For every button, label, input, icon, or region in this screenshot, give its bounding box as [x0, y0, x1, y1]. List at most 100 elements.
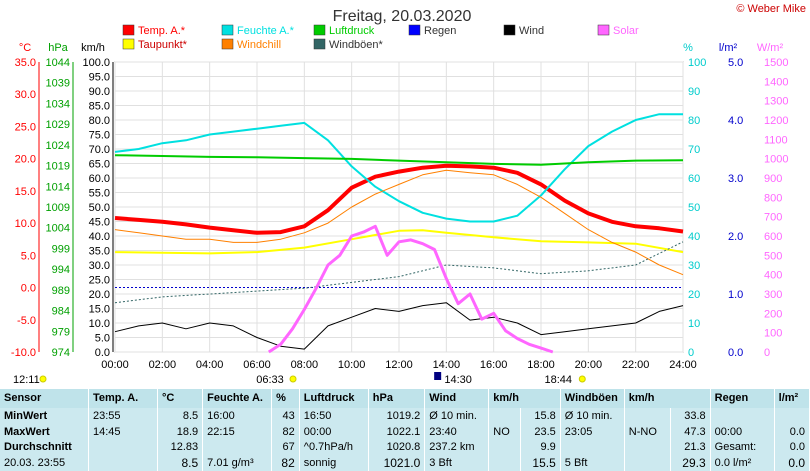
temp-value: 8.5: [157, 407, 204, 424]
x-tick-label: 08:00: [291, 359, 319, 371]
legend-label: Windchill: [237, 39, 281, 51]
temp-tick-label: 25.0: [15, 121, 36, 133]
wind-tick-label: 80.0: [89, 115, 110, 127]
temp-tick-label: 35.0: [15, 57, 36, 69]
legend-swatch: [503, 24, 516, 36]
wind-label: 23:40: [424, 423, 490, 440]
wind-tick-label: 35.0: [89, 246, 110, 258]
gust-mid: [624, 455, 671, 471]
x-tick-label: 10:00: [338, 359, 366, 371]
sun-icon: [39, 375, 47, 383]
pressure-value: 1019.2: [368, 407, 426, 424]
gust-mid: [624, 439, 671, 456]
legend-swatch: [313, 24, 326, 36]
row-label: MinWert: [0, 407, 89, 424]
legend-label: Temp. A.*: [138, 25, 186, 37]
pressure-tick-label: 1029: [46, 119, 70, 131]
series-line-windb-en: [114, 241, 684, 304]
x-tick-label: 20:00: [575, 359, 603, 371]
wind-value: 23.5: [520, 423, 561, 440]
humidity-tick-label: 40: [688, 231, 700, 243]
solar-tick-label: 800: [764, 192, 782, 204]
legend-swatch: [221, 24, 234, 36]
sunset-label: 18:44: [545, 374, 573, 386]
stats-row-avg: Durchschnitt 12.83 67 ^0.7hPa/h 1020.8 2…: [0, 439, 810, 456]
row-label: MaxWert: [0, 423, 89, 440]
solar-tick-label: 300: [764, 289, 782, 301]
pressure-time: ^0.7hPa/h: [299, 439, 369, 456]
sunrise-icon: [289, 375, 297, 383]
wind-axis-unit: km/h: [81, 42, 105, 54]
wind-value: 15.5: [520, 455, 561, 471]
legend-label: Windböen*: [329, 39, 384, 51]
stats-row-max: MaxWert 14:45 18.9 22:15 82 00:00 1022.1…: [0, 423, 810, 440]
rain-label: 0.0 l/m²: [710, 455, 775, 471]
rain-axis-unit: l/m²: [719, 42, 738, 54]
pressure-tick-label: 984: [52, 306, 70, 318]
solar-tick-label: 1200: [764, 115, 788, 127]
solar-tick-label: 400: [764, 270, 782, 282]
legend-swatch: [408, 24, 421, 36]
wind-tick-label: 65.0: [89, 159, 110, 171]
pressure-tick-label: 1019: [46, 161, 70, 173]
pressure-time: sonnig: [299, 455, 369, 471]
gust-label: 23:05: [560, 423, 625, 440]
wind-label: Ø 10 min.: [424, 407, 490, 424]
legend-swatch: [597, 24, 610, 36]
temp-time: 23:55: [88, 407, 158, 424]
temp-tick-label: 20.0: [15, 154, 36, 166]
solar-tick-label: 1500: [764, 57, 788, 69]
solar-tick-label: 100: [764, 328, 782, 340]
sunset-icon: [578, 375, 586, 383]
gust-mid: N-NO: [624, 423, 671, 440]
temp-time: [88, 439, 158, 456]
pressure-time: 16:50: [299, 407, 369, 424]
wind-tick-label: 75.0: [89, 130, 110, 142]
humidity-value: 82: [271, 455, 300, 471]
x-tick-label: 16:00: [480, 359, 508, 371]
wind-tick-label: 90.0: [89, 86, 110, 98]
solar-tick-label: 700: [764, 212, 782, 224]
legend-swatch: [221, 38, 234, 50]
humidity-time: 7.01 g/m³: [202, 455, 273, 471]
wind-tick-label: 55.0: [89, 188, 110, 200]
humidity-time: 22:15: [202, 423, 273, 440]
wind-tick-label: 100.0: [82, 57, 110, 69]
sunrise-label: 06:33: [256, 374, 284, 386]
solar-tick-label: 1400: [764, 76, 788, 88]
pressure-tick-label: 1009: [46, 202, 70, 214]
series-line-feuchte-a: [114, 113, 683, 223]
x-tick-label: 02:00: [149, 359, 177, 371]
humidity-time: [202, 439, 273, 456]
wind-mid: [488, 407, 521, 424]
rain-value: 0.0: [774, 423, 810, 440]
temp-value: 18.9: [157, 423, 204, 440]
wind-label: 3 Bft: [424, 455, 490, 471]
gust-value: 33.8: [670, 407, 711, 424]
temp-tick-label: -10.0: [11, 347, 36, 359]
header-gust: Windböen: [560, 389, 625, 408]
wind-tick-label: 40.0: [89, 231, 110, 243]
wind-mid: NO: [488, 423, 521, 440]
wind-tick-label: 25.0: [89, 275, 110, 287]
wind-tick-label: 15.0: [89, 304, 110, 316]
solar-tick-label: 200: [764, 308, 782, 320]
pressure-axis-unit: hPa: [48, 42, 68, 54]
header-wind-unit: km/h: [488, 389, 561, 408]
humidity-tick-label: 10: [688, 318, 700, 330]
gust-value: 29.3: [670, 455, 711, 471]
solar-tick-label: 900: [764, 173, 782, 185]
wind-tick-label: 85.0: [89, 101, 110, 113]
pressure-tick-label: 974: [52, 347, 70, 359]
legend-label: Solar: [613, 25, 639, 37]
pressure-tick-label: 979: [52, 326, 70, 338]
legend-swatch: [313, 38, 326, 50]
gust-label: [560, 439, 625, 456]
header-rain: Regen: [710, 389, 775, 408]
wind-mid: [488, 439, 521, 456]
rain-tick-label: 4.0: [728, 115, 743, 127]
rain-tick-label: 3.0: [728, 173, 743, 185]
legend-label: Regen: [424, 25, 456, 37]
stats-row-min: MinWert 23:55 8.5 16:00 43 16:50 1019.2 …: [0, 407, 810, 424]
header-wind: Wind: [424, 389, 490, 408]
